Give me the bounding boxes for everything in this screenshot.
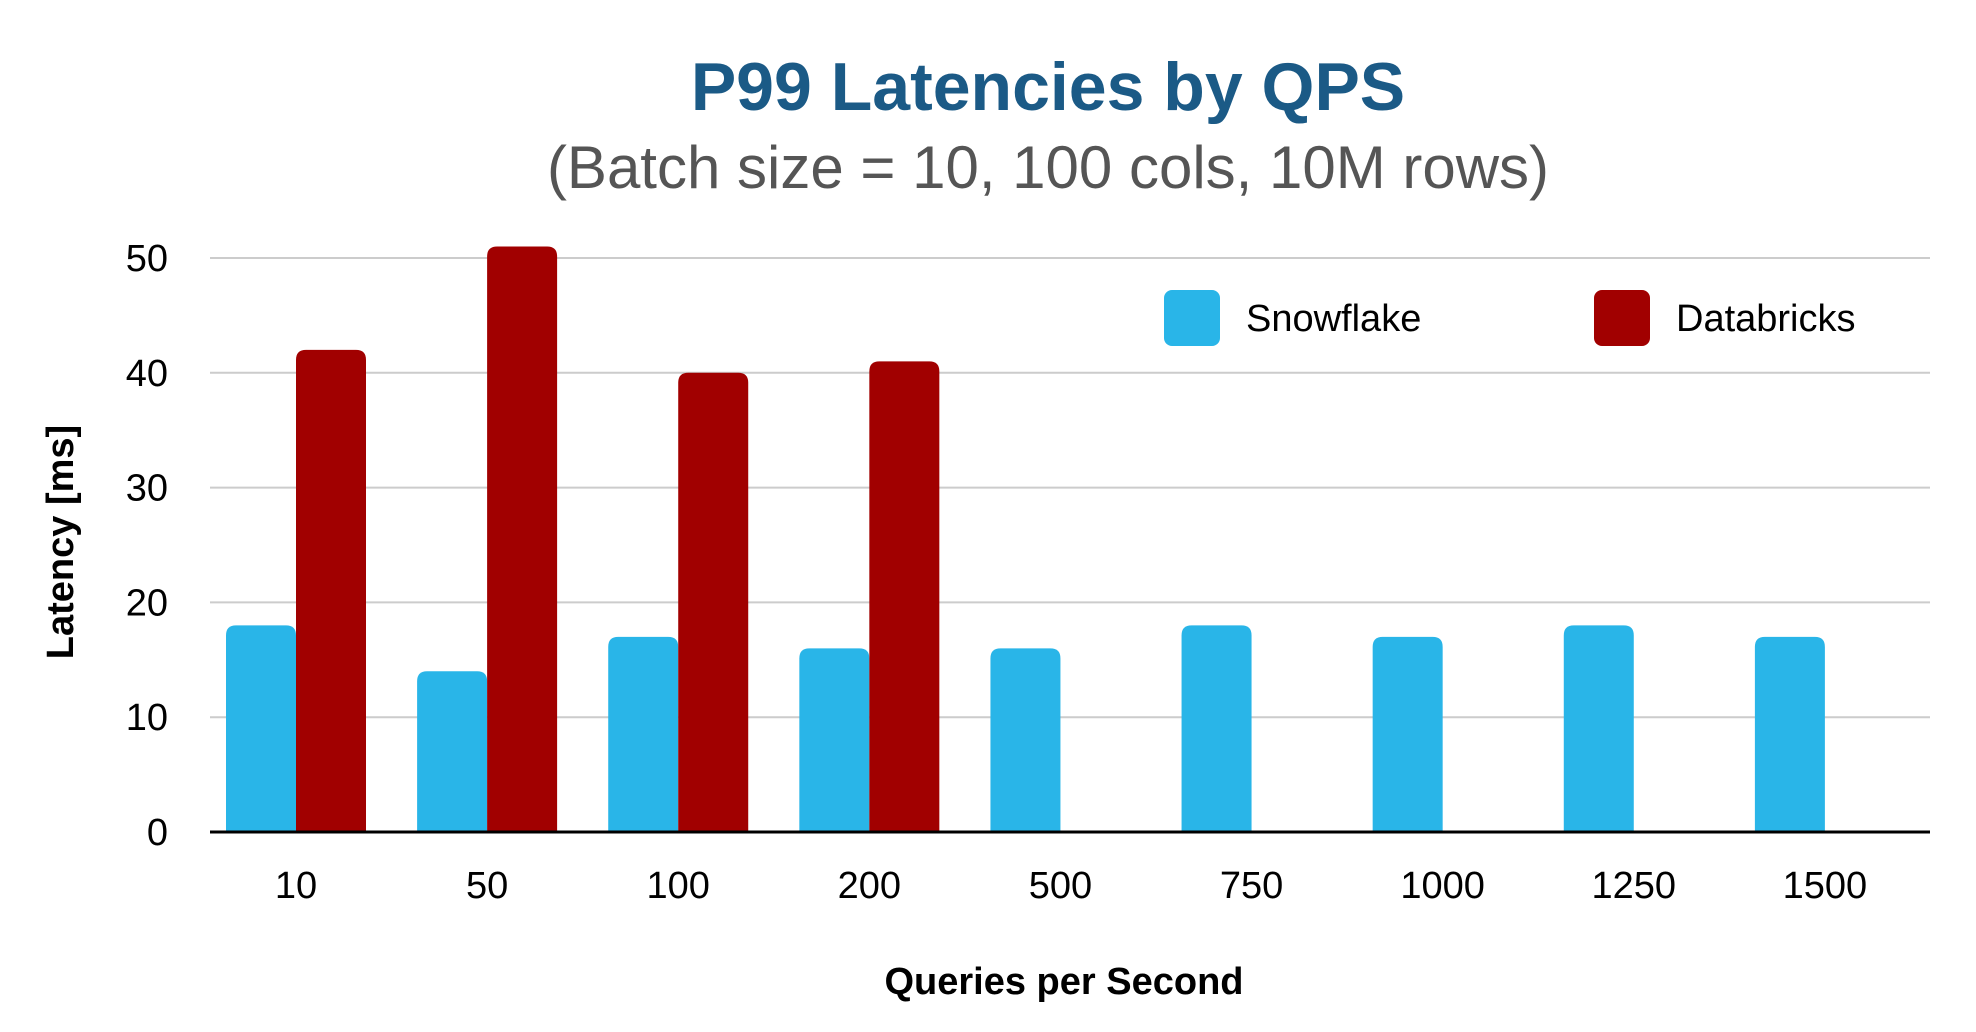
- y-axis-ticks: 0 10 20 30 40 50: [126, 238, 168, 854]
- x-axis-label: Queries per Second: [884, 961, 1243, 1003]
- bar-snowflake-750: [1181, 625, 1252, 832]
- y-tick-label: 30: [126, 468, 168, 510]
- bar-databricks-10: [296, 349, 366, 832]
- legend-label-databricks: Databricks: [1676, 298, 1856, 340]
- bar-snowflake-1500: [1754, 636, 1825, 832]
- y-axis-label: Latency [ms]: [40, 425, 82, 659]
- bar-snowflake-500: [990, 648, 1061, 832]
- bar-snowflake-1000: [1372, 636, 1443, 832]
- legend-label-snowflake: Snowflake: [1246, 298, 1421, 340]
- bar-snowflake-100: [608, 636, 679, 832]
- bar-databricks-50: [487, 246, 558, 832]
- chart-title: P99 Latencies by QPS: [691, 49, 1405, 125]
- bar-databricks-100: [678, 372, 749, 832]
- x-tick-label: 1000: [1400, 865, 1485, 907]
- bars: [226, 246, 1825, 832]
- x-axis-ticks: 10 50 100 200 500 750 1000 1250 1500: [275, 865, 1867, 907]
- y-tick-label: 10: [126, 697, 168, 739]
- x-tick-label: 100: [647, 865, 710, 907]
- chart-subtitle: (Batch size = 10, 100 cols, 10M rows): [547, 134, 1549, 201]
- legend-swatch-snowflake: [1164, 290, 1220, 346]
- legend: Snowflake Databricks: [1164, 290, 1856, 346]
- x-tick-label: 1250: [1592, 865, 1677, 907]
- x-tick-label: 500: [1029, 865, 1092, 907]
- bar-databricks-200: [869, 361, 940, 832]
- x-tick-label: 1500: [1783, 865, 1868, 907]
- x-tick-label: 10: [275, 865, 317, 907]
- y-tick-label: 0: [147, 812, 168, 854]
- x-tick-label: 50: [466, 865, 508, 907]
- y-tick-label: 20: [126, 582, 168, 624]
- y-tick-label: 40: [126, 353, 168, 395]
- bar-snowflake-50: [417, 671, 488, 832]
- gridlines: [210, 257, 1930, 719]
- bar-snowflake-1250: [1563, 625, 1634, 832]
- x-tick-label: 200: [838, 865, 901, 907]
- x-tick-label: 750: [1220, 865, 1283, 907]
- bar-snowflake-200: [799, 648, 870, 832]
- legend-swatch-databricks: [1594, 290, 1650, 346]
- bar-snowflake-10: [226, 625, 296, 832]
- y-tick-label: 50: [126, 238, 168, 280]
